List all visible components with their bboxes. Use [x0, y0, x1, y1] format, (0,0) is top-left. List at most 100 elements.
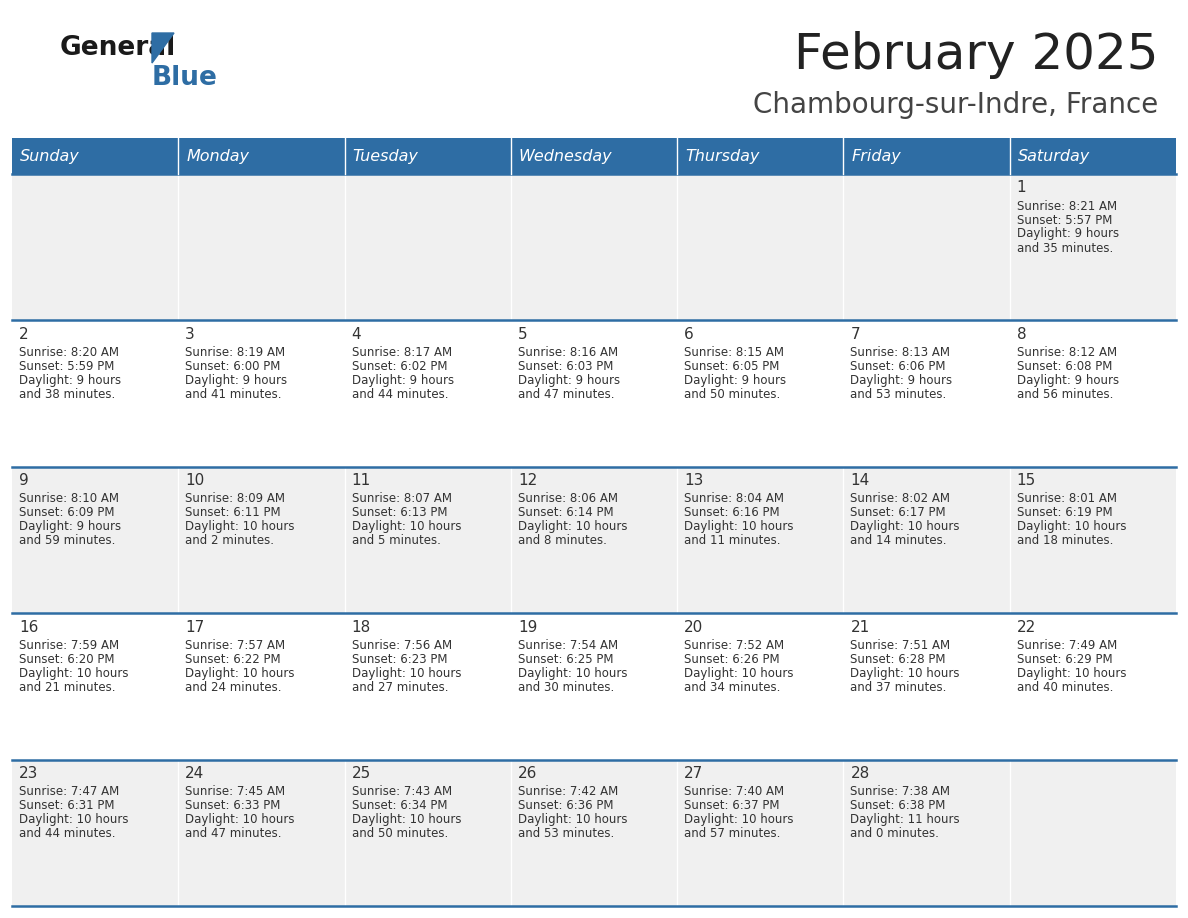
Text: 20: 20 — [684, 620, 703, 634]
Text: Daylight: 10 hours: Daylight: 10 hours — [684, 521, 794, 533]
Text: Sunrise: 8:12 AM: Sunrise: 8:12 AM — [1017, 346, 1117, 359]
Bar — [178, 613, 345, 759]
Text: Sunrise: 7:51 AM: Sunrise: 7:51 AM — [851, 639, 950, 652]
Text: 10: 10 — [185, 474, 204, 488]
Text: Sunset: 6:22 PM: Sunset: 6:22 PM — [185, 653, 280, 666]
Text: Sunset: 6:31 PM: Sunset: 6:31 PM — [19, 799, 114, 812]
Bar — [677, 613, 843, 759]
Text: Sunset: 6:20 PM: Sunset: 6:20 PM — [19, 653, 114, 666]
Text: Daylight: 10 hours: Daylight: 10 hours — [1017, 521, 1126, 533]
Text: Sunrise: 8:15 AM: Sunrise: 8:15 AM — [684, 346, 784, 359]
Text: Sunrise: 8:04 AM: Sunrise: 8:04 AM — [684, 492, 784, 505]
Text: 26: 26 — [518, 767, 537, 781]
Bar — [843, 759, 1010, 906]
Text: and 18 minutes.: and 18 minutes. — [1017, 534, 1113, 547]
Text: and 57 minutes.: and 57 minutes. — [684, 827, 781, 840]
Bar — [12, 466, 178, 613]
Bar — [12, 320, 178, 466]
Bar — [178, 174, 345, 320]
Text: and 5 minutes.: and 5 minutes. — [352, 534, 441, 547]
Bar — [843, 138, 1010, 174]
Text: 11: 11 — [352, 474, 371, 488]
Bar — [345, 613, 511, 759]
Text: Daylight: 10 hours: Daylight: 10 hours — [851, 521, 960, 533]
Bar — [12, 759, 178, 906]
Text: 13: 13 — [684, 474, 703, 488]
Bar — [1010, 466, 1176, 613]
Text: Sunset: 6:11 PM: Sunset: 6:11 PM — [185, 507, 280, 520]
Text: Daylight: 9 hours: Daylight: 9 hours — [185, 374, 287, 386]
Bar — [1010, 613, 1176, 759]
Bar — [511, 138, 677, 174]
Text: and 34 minutes.: and 34 minutes. — [684, 681, 781, 694]
Text: Sunrise: 8:07 AM: Sunrise: 8:07 AM — [352, 492, 451, 505]
Text: Sunset: 5:59 PM: Sunset: 5:59 PM — [19, 360, 114, 373]
Text: 7: 7 — [851, 327, 860, 341]
Bar — [511, 320, 677, 466]
Text: and 53 minutes.: and 53 minutes. — [518, 827, 614, 840]
Text: and 30 minutes.: and 30 minutes. — [518, 681, 614, 694]
Bar — [345, 759, 511, 906]
Text: Daylight: 10 hours: Daylight: 10 hours — [518, 521, 627, 533]
Text: Sunset: 6:23 PM: Sunset: 6:23 PM — [352, 653, 447, 666]
Bar — [345, 466, 511, 613]
Text: and 21 minutes.: and 21 minutes. — [19, 681, 115, 694]
Bar — [12, 174, 178, 320]
Text: Sunrise: 8:16 AM: Sunrise: 8:16 AM — [518, 346, 618, 359]
Text: February 2025: February 2025 — [794, 31, 1158, 79]
Text: Sunrise: 8:21 AM: Sunrise: 8:21 AM — [1017, 199, 1117, 212]
Text: Sunset: 6:16 PM: Sunset: 6:16 PM — [684, 507, 779, 520]
Text: Sunrise: 8:19 AM: Sunrise: 8:19 AM — [185, 346, 285, 359]
Text: Sunrise: 8:06 AM: Sunrise: 8:06 AM — [518, 492, 618, 505]
Bar — [345, 138, 511, 174]
Text: 24: 24 — [185, 767, 204, 781]
Text: and 56 minutes.: and 56 minutes. — [1017, 388, 1113, 401]
Text: Sunday: Sunday — [20, 149, 80, 163]
Bar — [345, 320, 511, 466]
Text: Daylight: 10 hours: Daylight: 10 hours — [352, 813, 461, 826]
Text: Saturday: Saturday — [1018, 149, 1089, 163]
Text: Sunrise: 7:38 AM: Sunrise: 7:38 AM — [851, 785, 950, 798]
Text: Daylight: 10 hours: Daylight: 10 hours — [518, 813, 627, 826]
Text: Tuesday: Tuesday — [353, 149, 418, 163]
Text: 14: 14 — [851, 474, 870, 488]
Text: and 24 minutes.: and 24 minutes. — [185, 681, 282, 694]
Text: 8: 8 — [1017, 327, 1026, 341]
Text: Sunrise: 7:40 AM: Sunrise: 7:40 AM — [684, 785, 784, 798]
Text: 28: 28 — [851, 767, 870, 781]
Text: and 2 minutes.: and 2 minutes. — [185, 534, 274, 547]
Text: Sunset: 6:28 PM: Sunset: 6:28 PM — [851, 653, 946, 666]
Text: and 0 minutes.: and 0 minutes. — [851, 827, 940, 840]
Bar — [178, 320, 345, 466]
Bar — [677, 320, 843, 466]
Bar — [178, 759, 345, 906]
Bar — [677, 759, 843, 906]
Text: Thursday: Thursday — [685, 149, 759, 163]
Text: 19: 19 — [518, 620, 537, 634]
Text: 27: 27 — [684, 767, 703, 781]
Text: and 50 minutes.: and 50 minutes. — [352, 827, 448, 840]
Text: 12: 12 — [518, 474, 537, 488]
Text: and 37 minutes.: and 37 minutes. — [851, 681, 947, 694]
Text: Sunset: 6:00 PM: Sunset: 6:00 PM — [185, 360, 280, 373]
Text: 17: 17 — [185, 620, 204, 634]
Text: and 44 minutes.: and 44 minutes. — [19, 827, 115, 840]
Text: Sunrise: 7:42 AM: Sunrise: 7:42 AM — [518, 785, 618, 798]
Polygon shape — [152, 33, 173, 63]
Text: Sunset: 6:17 PM: Sunset: 6:17 PM — [851, 507, 946, 520]
Text: Daylight: 10 hours: Daylight: 10 hours — [185, 521, 295, 533]
Text: Daylight: 9 hours: Daylight: 9 hours — [1017, 374, 1119, 386]
Text: 16: 16 — [19, 620, 38, 634]
Text: Daylight: 11 hours: Daylight: 11 hours — [851, 813, 960, 826]
Text: 4: 4 — [352, 327, 361, 341]
Text: Sunrise: 7:52 AM: Sunrise: 7:52 AM — [684, 639, 784, 652]
Text: and 50 minutes.: and 50 minutes. — [684, 388, 781, 401]
Text: and 41 minutes.: and 41 minutes. — [185, 388, 282, 401]
Bar — [511, 466, 677, 613]
Text: Wednesday: Wednesday — [519, 149, 613, 163]
Bar — [12, 613, 178, 759]
Text: Sunrise: 8:13 AM: Sunrise: 8:13 AM — [851, 346, 950, 359]
Text: 9: 9 — [19, 474, 29, 488]
Text: Daylight: 9 hours: Daylight: 9 hours — [684, 374, 786, 386]
Bar — [511, 174, 677, 320]
